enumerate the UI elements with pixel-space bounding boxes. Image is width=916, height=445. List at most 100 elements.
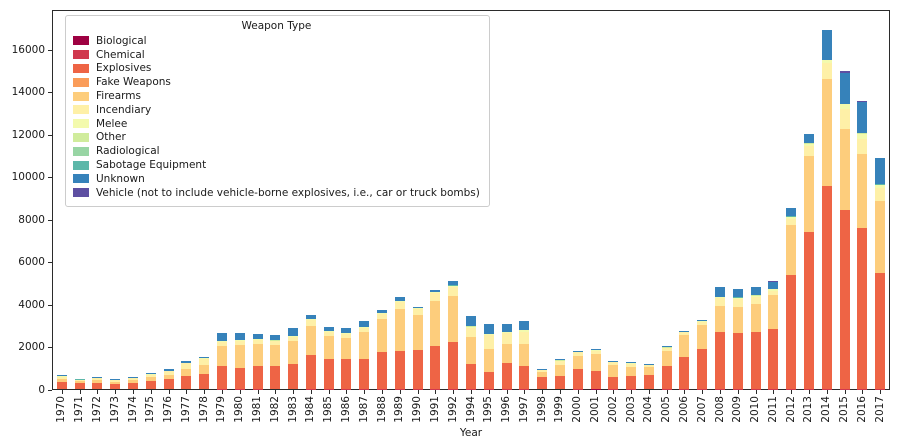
- y-tick-label: 4000: [18, 298, 45, 311]
- bar-segment-firearms: [608, 365, 619, 378]
- legend-label: Chemical: [96, 48, 145, 61]
- bar-segment-incendiary: [145, 374, 156, 378]
- bar-segment-incendiary: [768, 290, 779, 296]
- bar-segment-incendiary: [377, 313, 388, 320]
- x-tick-label-1981: 1981: [251, 396, 264, 423]
- bar-segment-other: [875, 184, 886, 186]
- x-tick-label-1971: 1971: [73, 396, 86, 423]
- bar-segment-melee: [270, 340, 281, 342]
- bar-segment-firearms: [145, 377, 156, 381]
- bar-segment-firearms: [128, 380, 139, 383]
- x-tick-label-1979: 1979: [215, 396, 228, 423]
- x-tick-mark: [720, 390, 722, 394]
- bar-segment-firearms: [394, 309, 405, 351]
- bar-segment-incendiary: [181, 363, 192, 370]
- x-tick-label-1984: 1984: [304, 396, 317, 423]
- bar-segment-unknown: [661, 346, 672, 348]
- bar-1975: [145, 373, 156, 389]
- legend-item-fake: Fake Weapons: [73, 75, 480, 89]
- bar-segment-firearms: [181, 369, 192, 376]
- x-tick-mark: [257, 390, 259, 394]
- bar-segment-incendiary: [234, 340, 245, 346]
- y-tick-mark: [48, 389, 52, 391]
- legend-swatch-chemical: [73, 50, 89, 60]
- y-tick-label: 8000: [18, 213, 45, 226]
- bar-segment-melee: [288, 336, 299, 337]
- bar-segment-unknown: [234, 332, 245, 340]
- x-tick-mark: [666, 390, 668, 394]
- bar-segment-firearms: [483, 348, 494, 373]
- bar-2000: [572, 350, 583, 389]
- bar-segment-explosives: [288, 363, 299, 389]
- bar-segment-melee: [252, 339, 263, 340]
- legend-label: Radiological: [96, 145, 160, 158]
- bar-segment-unknown: [377, 310, 388, 313]
- bar-segment-incendiary: [501, 333, 512, 344]
- bar-segment-unknown: [288, 328, 299, 336]
- bar-segment-incendiary: [626, 363, 637, 367]
- x-tick-label-1972: 1972: [90, 396, 103, 423]
- bar-segment-explosives: [394, 350, 405, 389]
- x-tick-mark: [221, 390, 223, 394]
- bar-segment-explosives: [643, 375, 654, 389]
- bar-segment-vehicle: [839, 71, 850, 74]
- bar-segment-unknown: [92, 377, 103, 378]
- bar-segment-explosives: [786, 274, 797, 389]
- bar-segment-melee: [359, 327, 370, 328]
- bar-segment-melee: [448, 286, 459, 288]
- bar-2012: [786, 208, 797, 389]
- bar-segment-firearms: [448, 295, 459, 342]
- bar-segment-explosives: [110, 384, 121, 389]
- x-tick-mark: [275, 390, 277, 394]
- x-tick-mark: [328, 390, 330, 394]
- bar-1979: [216, 332, 227, 389]
- bar-1998: [537, 369, 548, 389]
- bar-segment-incendiary: [715, 298, 726, 307]
- bar-segment-unknown: [821, 30, 832, 60]
- x-tick-label-1994: 1994: [464, 396, 477, 423]
- bar-segment-incendiary: [590, 350, 601, 354]
- bar-segment-melee: [750, 295, 761, 297]
- x-tick-label-1997: 1997: [517, 396, 530, 423]
- x-tick-mark: [293, 390, 295, 394]
- legend-swatch-vehicle: [73, 188, 89, 198]
- bar-segment-unknown: [483, 323, 494, 334]
- bar-segment-firearms: [697, 324, 708, 349]
- x-tick-label-1980: 1980: [233, 396, 246, 423]
- bar-segment-firearms: [163, 375, 174, 380]
- bar-segment-unknown: [857, 101, 868, 133]
- legend-swatch-incendiary: [73, 105, 89, 115]
- bar-segment-unknown: [448, 281, 459, 286]
- legend-item-biological: Biological: [73, 34, 480, 48]
- x-tick-mark: [364, 390, 366, 394]
- bar-2014: [821, 30, 832, 389]
- bar-segment-incendiary: [821, 62, 832, 79]
- x-tick-mark: [702, 390, 704, 394]
- legend-swatch-explosives: [73, 63, 89, 73]
- bar-1984: [305, 314, 316, 389]
- x-tick-label-1992: 1992: [446, 396, 459, 423]
- bar-segment-unknown: [305, 314, 316, 319]
- bar-segment-incendiary: [572, 352, 583, 356]
- bar-segment-melee: [234, 340, 245, 341]
- bar-segment-melee: [323, 331, 334, 332]
- bar-1973: [110, 379, 121, 389]
- bar-segment-melee: [572, 351, 583, 353]
- bar-segment-unknown: [466, 315, 476, 326]
- x-tick-label-2016: 2016: [855, 396, 868, 423]
- bar-1977: [181, 361, 192, 389]
- x-tick-label-1988: 1988: [375, 396, 388, 423]
- bar-segment-explosives: [323, 359, 334, 389]
- bar-segment-incendiary: [697, 321, 708, 325]
- bar-segment-incendiary: [643, 365, 654, 367]
- x-tick-label-1999: 1999: [553, 396, 566, 423]
- bar-segment-incendiary: [537, 370, 548, 373]
- x-tick-mark: [417, 390, 419, 394]
- x-tick-mark: [755, 390, 757, 394]
- bar-1976: [163, 369, 174, 389]
- y-tick-label: 16000: [11, 43, 45, 56]
- x-tick-label-1982: 1982: [268, 396, 281, 423]
- bar-segment-other: [786, 216, 797, 218]
- bar-segment-incendiary: [288, 336, 299, 341]
- bar-segment-melee: [839, 104, 850, 109]
